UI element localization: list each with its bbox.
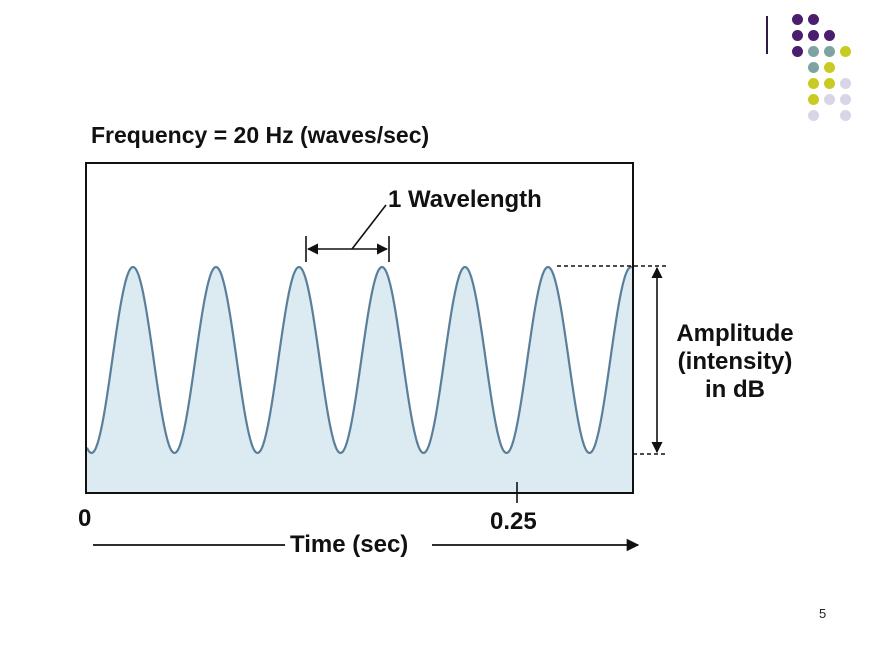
decorative-dot	[840, 110, 851, 121]
decorative-dot	[840, 94, 851, 105]
plot-frame-border	[85, 162, 634, 494]
x-axis-label: Time (sec)	[290, 531, 409, 558]
decorative-dot	[840, 78, 851, 89]
decorative-dot	[824, 94, 835, 105]
wavelength-leader-line	[351, 204, 387, 250]
decorative-dot	[808, 46, 819, 57]
page-number: 5	[819, 606, 827, 621]
slide-title: Frequency = 20 Hz (waves/sec)	[91, 122, 430, 148]
decorative-dot	[824, 78, 835, 89]
amplitude-label: Amplitude (intensity) in dB	[660, 320, 810, 404]
decorative-dot	[792, 30, 803, 41]
decorative-dot	[792, 46, 803, 57]
decorative-dot	[824, 46, 835, 57]
decorative-dot	[808, 78, 819, 89]
decorative-bar	[766, 16, 768, 54]
amplitude-label-line-1: Amplitude	[676, 320, 794, 347]
decorative-dot	[808, 62, 819, 73]
amplitude-label-line-2: (intensity)	[677, 348, 793, 375]
decorative-dot	[824, 30, 835, 41]
x-tick-label-025: 0.25	[490, 508, 537, 535]
amplitude-label-line-3: in dB	[705, 376, 765, 403]
sine-wave-line	[86, 265, 633, 454]
decorative-dot	[840, 46, 851, 57]
wavelength-label: 1 Wavelength	[388, 186, 542, 213]
decorative-dot	[808, 30, 819, 41]
decorative-dot	[824, 62, 835, 73]
decorative-dot	[808, 110, 819, 121]
decorative-dot	[808, 14, 819, 25]
decorative-dot	[792, 14, 803, 25]
decorative-dot	[808, 94, 819, 105]
x-tick-label-zero: 0	[78, 505, 92, 532]
